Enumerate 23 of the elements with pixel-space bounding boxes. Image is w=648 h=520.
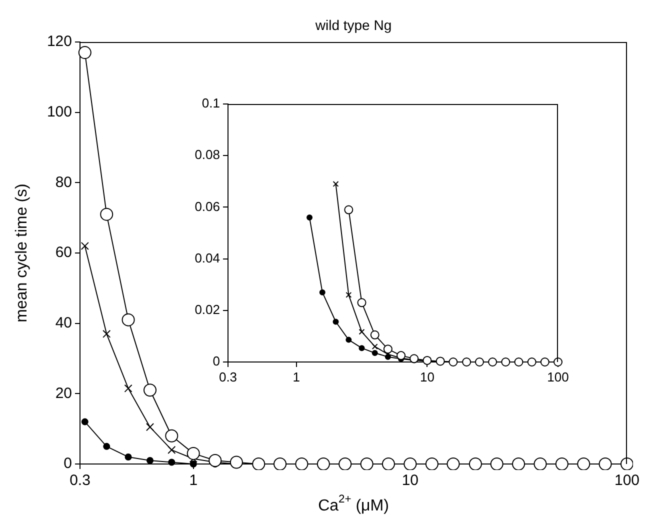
y-tick-label: 0.06 bbox=[194, 198, 220, 214]
y-tick-label: 0.1 bbox=[202, 96, 220, 111]
x-tick-label: 1 bbox=[189, 472, 198, 490]
chart-title: wild type Ng bbox=[314, 16, 392, 33]
x-tick-label: 10 bbox=[402, 472, 419, 490]
y-tick-label: 80 bbox=[55, 174, 72, 191]
x-tick-label: 100 bbox=[614, 472, 640, 490]
y-axis-title: mean cycle time (s) bbox=[13, 184, 30, 322]
x-tick-label: 1 bbox=[292, 369, 300, 384]
y-tick-label: 0.02 bbox=[194, 302, 220, 317]
x-tick-label: 0.3 bbox=[218, 369, 238, 384]
x-tick-label: 100 bbox=[547, 369, 569, 384]
y-tick-label: 60 bbox=[55, 244, 72, 262]
y-tick-label: 0.08 bbox=[194, 147, 220, 162]
x-tick-label: 10 bbox=[420, 369, 434, 384]
y-tick-label: 20 bbox=[55, 384, 72, 402]
x-tick-label: 0.3 bbox=[70, 472, 90, 490]
y-tick-label: 100 bbox=[46, 103, 72, 120]
y-tick-label: 0.04 bbox=[194, 250, 220, 266]
y-tick-label: 40 bbox=[55, 314, 72, 332]
y-tick-label: 0 bbox=[212, 354, 220, 369]
y-tick-label: 0 bbox=[64, 455, 72, 472]
y-tick-label: 120 bbox=[46, 33, 72, 50]
